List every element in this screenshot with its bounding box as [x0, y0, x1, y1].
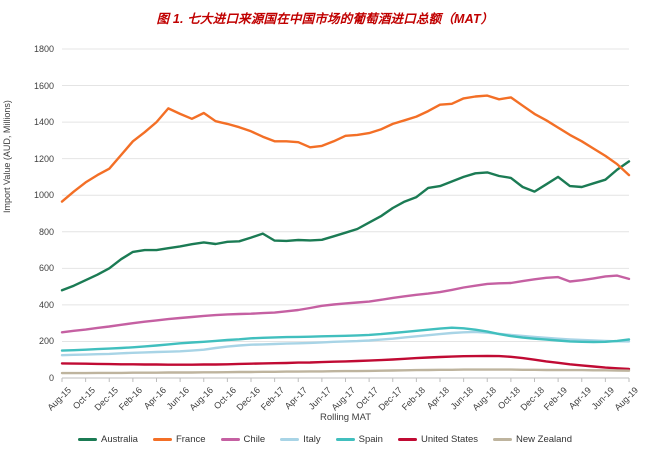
legend-label: Chile [243, 434, 266, 445]
y-tick-label: 0 [48, 373, 54, 383]
series-line-france [60, 94, 631, 203]
y-tick-label: 1200 [33, 153, 54, 164]
legend-label: France [175, 434, 206, 445]
series-line-united-states [60, 354, 631, 371]
legend-swatch [152, 438, 172, 441]
y-tick-label: 1000 [33, 190, 54, 201]
legend-item-united-states: United States [397, 434, 478, 445]
series-line-new-zealand [60, 368, 631, 375]
y-tick-label: 400 [38, 299, 54, 310]
legend-label: United States [420, 434, 478, 445]
y-tick-label: 1400 [33, 117, 54, 128]
legend-swatch [78, 438, 97, 441]
legend-label: Australia [101, 434, 138, 445]
legend-item-australia: Australia [78, 434, 138, 445]
y-tick-label: 1600 [33, 80, 54, 91]
legend-swatch [335, 438, 355, 441]
legend-item-spain: Spain [335, 434, 383, 445]
legend-label: Italy [303, 434, 321, 445]
series-line-australia [60, 160, 631, 292]
series-line-spain [60, 326, 631, 352]
y-tick-label: 800 [38, 226, 54, 237]
legend-swatch [220, 438, 240, 441]
legend-label: New Zealand [516, 434, 572, 445]
legend: Australia France Chile Italy Spain United Sta… [0, 434, 650, 445]
legend-item-chile: Chile [220, 434, 266, 445]
legend-item-new-zealand: New Zealand [493, 434, 572, 445]
y-tick-label: 600 [38, 263, 54, 274]
legend-swatch [397, 438, 417, 441]
legend-swatch [493, 438, 512, 441]
legend-item-italy: Italy [280, 434, 321, 445]
y-tick-label: 1800 [33, 44, 54, 54]
y-tick-label: 200 [38, 336, 54, 347]
series-line-italy [60, 330, 631, 357]
x-tick-label: Aug-19 [612, 385, 641, 413]
chart-title: 图 1. 七大进口来源国在中国市场的葡萄酒进口总额（MAT） [156, 12, 494, 26]
series-line-chile [60, 274, 631, 334]
legend-swatch [280, 438, 300, 441]
legend-item-france: France [152, 434, 206, 445]
legend-label: Spain [358, 434, 383, 445]
x-axis-title: Rolling MAT [319, 412, 372, 423]
